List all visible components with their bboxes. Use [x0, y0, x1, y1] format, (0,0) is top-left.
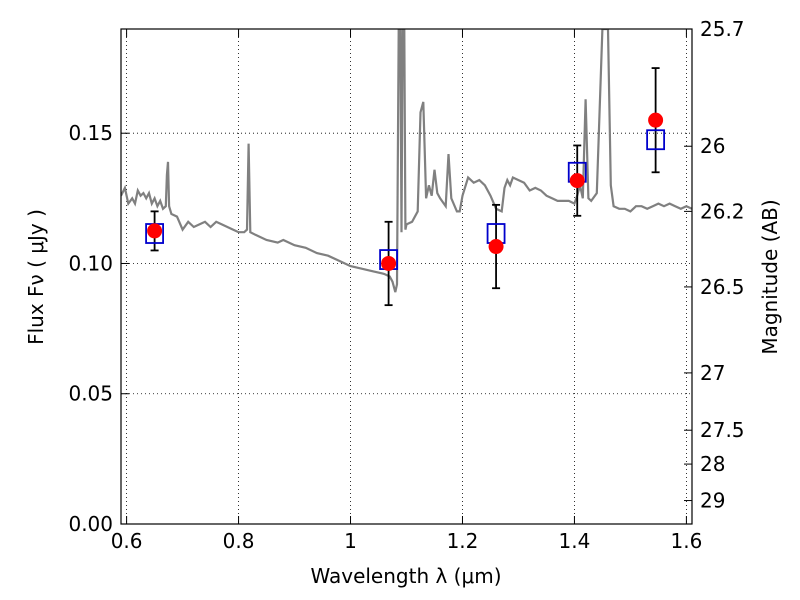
- model-photometry-points: [145, 129, 666, 270]
- grid-lines: [121, 29, 692, 525]
- y-axis-label: Flux Fν ( μJy ): [24, 209, 48, 345]
- y-tick-label: 0.00: [68, 512, 113, 536]
- x-tick-label: 1.6: [670, 529, 702, 553]
- x-tick-label: 1.4: [559, 529, 591, 553]
- observed-photometry-points: [147, 112, 664, 271]
- y2-tick-label: 27.5: [700, 418, 745, 442]
- y2-tick-label: 26: [700, 134, 725, 158]
- observed-point: [569, 173, 585, 189]
- x-axis-label: Wavelength λ (μm): [310, 564, 501, 588]
- model-spectrum-line: [121, 29, 692, 293]
- x-tick-label: 1.2: [447, 529, 479, 553]
- observed-point: [147, 223, 163, 239]
- y2-tick-label: 29: [700, 489, 725, 513]
- observed-point: [488, 239, 504, 255]
- observed-point: [381, 255, 397, 271]
- y2-tick-label: 25.7: [700, 17, 745, 41]
- observed-point: [648, 112, 664, 128]
- y-tick-label: 0.10: [68, 251, 113, 275]
- y2-tick-label: 26.5: [700, 275, 745, 299]
- y-tick-label: 0.15: [68, 121, 113, 145]
- plot-frame: [120, 28, 693, 525]
- y-axis-ticks: 0.00 0.05 0.10 0.15: [68, 121, 129, 536]
- y2-axis-label: Magnitude (AB): [758, 199, 782, 354]
- y2-tick-label: 26.2: [700, 199, 745, 223]
- y2-axis-ticks: 25.7 26 26.2 26.5 27 27.5 28 29: [684, 17, 745, 513]
- x-tick-label: 0.6: [111, 529, 143, 553]
- y2-tick-label: 28: [700, 452, 725, 476]
- x-tick-label: 0.8: [223, 529, 255, 553]
- model-point-square: [646, 129, 666, 151]
- y-tick-label: 0.05: [68, 382, 113, 406]
- x-axis-ticks: 0.6 0.8 1 1.2 1.4 1.6: [111, 29, 702, 553]
- x-tick-label: 1: [344, 529, 357, 553]
- y2-tick-label: 27: [700, 361, 725, 385]
